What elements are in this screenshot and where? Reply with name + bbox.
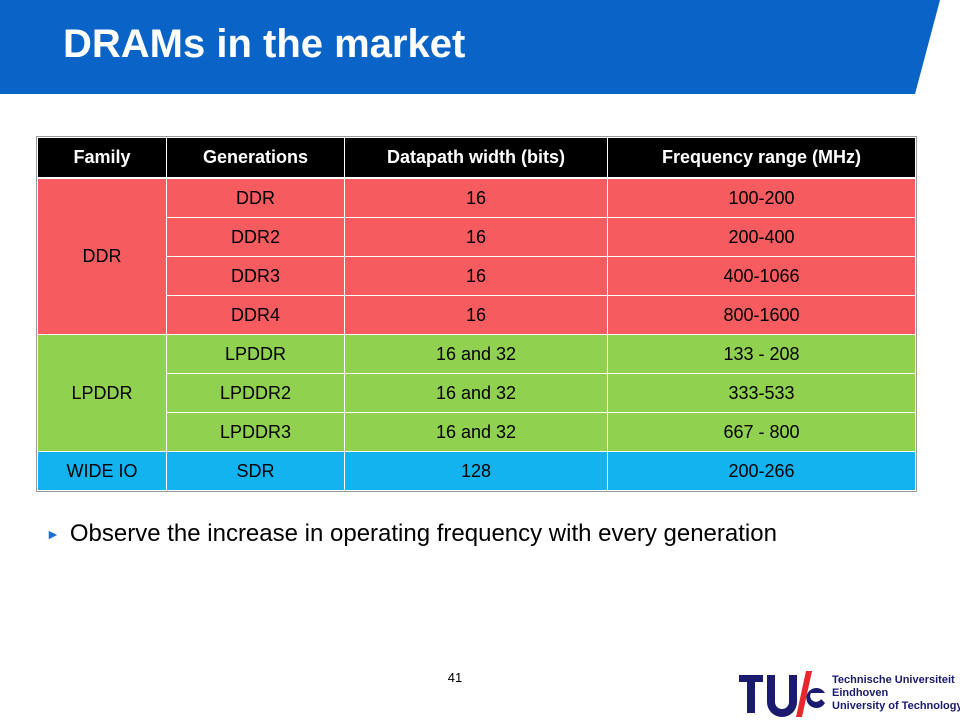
tue-logo-mark-icon [739,671,825,717]
bullet-arrow-icon: ► [46,526,60,542]
table-header-row: Family Generations Datapath width (bits)… [37,137,916,179]
generation-cell: SDR [166,451,345,491]
header-generations: Generations [166,137,345,179]
family-cell-ddr: DDR [37,177,167,335]
frequency-cell: 400-1066 [607,256,916,296]
header-banner [0,0,940,94]
table-row: DDR3 16 400-1066 [38,256,916,296]
frequency-cell: 800-1600 [607,295,916,335]
generation-cell: LPDDR3 [166,412,345,452]
logo-line: Eindhoven [832,687,889,699]
width-cell: 16 [344,177,608,218]
tue-logo-text: Technische Universiteit Eindhoven Univer… [832,674,960,713]
page-number: 41 [447,670,463,685]
generation-cell: DDR3 [166,256,345,296]
tue-logo: Technische Universiteit Eindhoven Univer… [737,667,960,719]
frequency-cell: 200-266 [607,451,916,491]
table-row: DDR DDR 16 100-200 [37,177,916,335]
header-frequency-range: Frequency range (MHz) [607,137,916,179]
table-row: LPDDR3 16 and 32 667 - 800 [38,412,916,452]
generation-cell: LPDDR2 [166,373,345,413]
width-cell: 128 [344,451,608,491]
width-cell: 16 and 32 [344,334,608,374]
logo-line: Technische Universiteit [832,674,955,686]
width-cell: 16 and 32 [344,373,608,413]
frequency-cell: 333-533 [607,373,916,413]
frequency-cell: 667 - 800 [607,412,916,452]
width-cell: 16 and 32 [344,412,608,452]
family-cell-wide-io: WIDE IO [37,451,167,491]
family-cell-lpddr: LPDDR [37,334,167,452]
dram-table: Family Generations Datapath width (bits)… [36,136,917,492]
frequency-cell: 133 - 208 [607,334,916,374]
generation-cell: LPDDR [166,334,345,374]
table-row: WIDE IO SDR 128 200-266 [37,451,916,491]
bullet-item: ► Observe the increase in operating freq… [46,520,777,548]
slide-header: DRAMs in the market [0,0,960,96]
logo-line: University of Technology [832,700,960,712]
table-row: LPDDR2 16 and 32 333-533 [38,373,916,413]
table-row: DDR2 16 200-400 [38,217,916,257]
slide-title: DRAMs in the market [63,22,466,66]
generation-cell: DDR4 [166,295,345,335]
bullet-text: Observe the increase in operating freque… [69,520,777,547]
header-datapath-width: Datapath width (bits) [344,137,608,179]
generation-cell: DDR2 [166,217,345,257]
frequency-cell: 200-400 [607,217,916,257]
width-cell: 16 [344,217,608,257]
header-family: Family [37,137,167,179]
width-cell: 16 [344,256,608,296]
table-row: DDR4 16 800-1600 [38,295,916,335]
table-row: LPDDR LPDDR 16 and 32 133 - 208 [37,334,916,452]
generation-cell: DDR [166,177,345,218]
width-cell: 16 [344,295,608,335]
frequency-cell: 100-200 [607,177,916,218]
